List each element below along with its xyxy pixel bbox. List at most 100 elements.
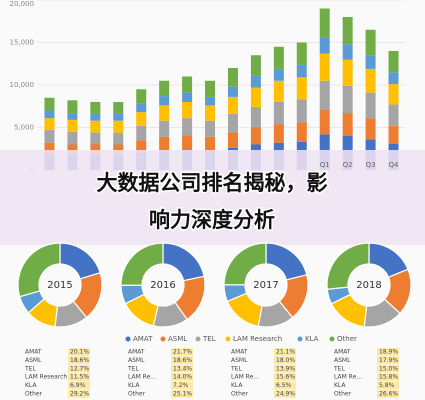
table-name: Other (128, 391, 146, 398)
table-cell (377, 373, 399, 381)
bar-segment (319, 53, 330, 81)
title-line: 响力深度分析 (149, 208, 275, 232)
bar-segment (342, 85, 353, 114)
table-value: 26.6% (379, 391, 398, 398)
bar-segment (159, 136, 170, 151)
table-cell (274, 356, 296, 365)
bar-segment (44, 118, 55, 131)
bar-segment (227, 86, 238, 97)
bar-segment (296, 122, 307, 142)
table-value: 15.0% (379, 365, 398, 372)
table-value: 6.9% (70, 382, 86, 389)
bar-segment (67, 113, 78, 120)
bar-segment (67, 131, 78, 145)
bar-segment (342, 17, 353, 45)
table-name: ASML (334, 357, 351, 364)
table-value: 6.5% (276, 382, 292, 389)
bar-segment (296, 77, 307, 100)
bar-segment (136, 103, 147, 113)
table-name: AMAT (128, 349, 145, 356)
bar-segment (67, 100, 78, 114)
bar-segment (205, 80, 216, 97)
bar-segment (159, 96, 170, 106)
legend-label: ASML (168, 335, 187, 343)
table-value: 13.4% (173, 365, 192, 372)
bar-segment (90, 132, 101, 145)
bar-segment (342, 44, 353, 60)
bar-segment (273, 124, 284, 143)
table-name: LAM Re... (128, 374, 156, 381)
bar-segment (250, 75, 261, 88)
bar-segment (319, 37, 330, 54)
bar-segment (250, 55, 261, 76)
bar-segment (388, 72, 399, 85)
bar-segment (136, 140, 147, 153)
table-name: Other (25, 391, 43, 398)
bar-segment (227, 113, 238, 133)
x-tick-label: Q4 (389, 161, 400, 169)
table-value: 18.0% (276, 357, 295, 364)
bar-segment (227, 96, 238, 114)
bar-segment (182, 102, 193, 119)
donut-slice (17, 242, 61, 298)
y-tick-label: 5,000 (14, 124, 34, 132)
bar-segment (113, 113, 124, 121)
bar-segment (44, 130, 55, 143)
bar-segment (250, 87, 261, 108)
donut-slice (326, 242, 370, 290)
bar-segment (67, 119, 78, 132)
bar-segment (182, 76, 193, 93)
table-name: LAM Re... (231, 374, 259, 381)
bar-segment (90, 144, 101, 155)
donut-slice (223, 242, 267, 286)
table-value: 21.1% (276, 349, 295, 356)
table-name: TEL (333, 365, 345, 372)
table-value: 18.6% (173, 357, 192, 364)
table-cell (274, 390, 296, 398)
bar-segment (113, 144, 124, 155)
legend-label: AMAT (133, 335, 153, 343)
legend-swatch (195, 336, 201, 342)
bar-segment (205, 136, 216, 151)
x-tick-label: Q3 (366, 161, 376, 169)
bar-segment (205, 96, 216, 106)
legend-label: Other (337, 335, 357, 343)
table-value: 14.0% (173, 374, 192, 381)
legend-swatch (329, 336, 335, 342)
title-line: 大数据公司排名揭秘，影 (97, 171, 328, 195)
bar-segment (182, 92, 193, 102)
bar-segment (319, 8, 330, 38)
legend-swatch (225, 336, 231, 342)
table-value: 17.9% (379, 357, 398, 364)
bar-segment (90, 102, 101, 114)
table-cell (377, 348, 399, 356)
table-cell (171, 348, 193, 356)
bar-segment (365, 118, 376, 140)
table-name: AMAT (334, 349, 351, 356)
bar-segment (388, 51, 399, 73)
table-name: LAM Research (25, 374, 67, 381)
bar-segment (388, 84, 399, 105)
bar-segment (159, 120, 170, 137)
bar-segment (136, 125, 147, 141)
table-value: 20.1% (70, 349, 89, 356)
y-tick-label: 15,000 (10, 39, 35, 47)
bar-segment (90, 113, 101, 121)
bar-segment (319, 109, 330, 135)
table-value: 15.8% (379, 374, 398, 381)
table-name: KLA (334, 382, 346, 389)
donut-label: 2015 (47, 280, 72, 291)
table-value: 12.7% (70, 365, 89, 372)
donut-charts: 2015 2016 2017 2018 AMAT ASML TEL LAM Research K… (17, 242, 412, 343)
legend-swatch (160, 336, 166, 342)
bar-segment (273, 68, 284, 81)
legend-label: LAM Research (233, 335, 282, 343)
bar-segment (136, 112, 147, 126)
table-cell (171, 356, 193, 365)
table-cell (68, 348, 90, 356)
bar-segment (113, 132, 124, 145)
donut-label: 2017 (253, 280, 278, 291)
table-cell (274, 348, 296, 356)
bar-segment (136, 89, 147, 104)
